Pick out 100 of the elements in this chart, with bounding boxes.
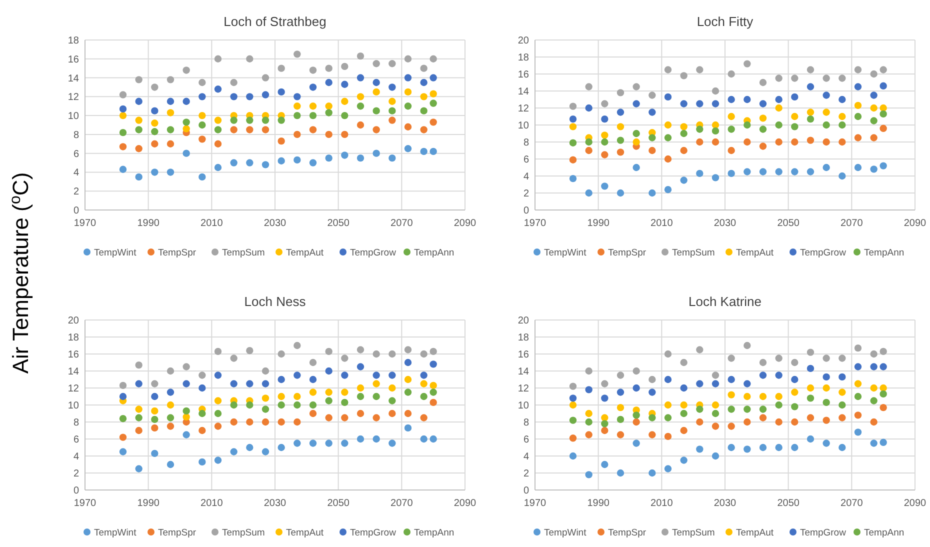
point	[880, 82, 887, 90]
point	[728, 112, 735, 120]
point	[569, 123, 577, 130]
x-tick-label: 2010	[200, 218, 224, 229]
point	[214, 55, 222, 62]
point	[278, 64, 285, 72]
point	[648, 414, 656, 422]
point	[854, 363, 862, 370]
point	[870, 350, 878, 358]
point	[616, 416, 624, 424]
point	[309, 440, 317, 447]
point	[870, 92, 878, 99]
legend-label: TempAut	[286, 247, 324, 258]
y-tick-label: 20	[518, 36, 530, 46]
point	[759, 114, 767, 122]
point	[372, 150, 380, 157]
point	[325, 397, 332, 404]
point	[230, 93, 238, 100]
point	[744, 121, 751, 129]
point	[404, 388, 412, 396]
point	[151, 120, 158, 127]
point	[341, 152, 348, 159]
point	[791, 123, 798, 130]
point	[712, 422, 720, 430]
x-tick-label: 1970	[74, 498, 97, 509]
y-tick-label: 4	[523, 172, 530, 182]
point	[601, 100, 608, 108]
point	[759, 392, 767, 400]
point	[151, 107, 158, 114]
point	[166, 98, 174, 105]
point	[712, 401, 720, 409]
x-tick-label: 1990	[587, 498, 610, 509]
legend-label: TempAnn	[414, 527, 454, 538]
point	[420, 107, 428, 114]
point	[632, 412, 640, 419]
point	[294, 93, 301, 100]
point	[616, 108, 624, 116]
point	[420, 126, 428, 134]
point	[278, 392, 285, 400]
point	[420, 350, 428, 358]
point	[325, 414, 332, 422]
point	[569, 139, 577, 146]
point	[294, 102, 301, 110]
point	[309, 358, 317, 366]
point	[854, 83, 862, 90]
point	[569, 394, 577, 402]
point	[806, 414, 814, 422]
x-tick-label: 1970	[524, 498, 547, 509]
x-tick-label: 2030	[264, 218, 287, 229]
point	[569, 382, 577, 390]
point	[712, 410, 720, 418]
point	[632, 130, 640, 138]
x-tick-label: 2050	[777, 218, 800, 229]
y-tick-label: 6	[523, 434, 530, 446]
point	[325, 78, 332, 86]
point	[135, 380, 142, 388]
legend-label: TempAnn	[414, 247, 454, 258]
x-tick-label: 1990	[137, 498, 160, 509]
point	[806, 136, 814, 144]
point	[246, 347, 254, 354]
point	[838, 354, 846, 362]
point	[404, 424, 412, 432]
point	[356, 363, 364, 370]
point	[388, 84, 396, 91]
point	[680, 410, 688, 418]
point	[775, 401, 782, 409]
point	[664, 121, 672, 129]
point	[294, 440, 301, 447]
point	[151, 380, 158, 388]
point	[262, 74, 270, 82]
point	[744, 96, 751, 104]
legend-label: TempSum	[672, 527, 715, 538]
point	[775, 354, 782, 362]
point	[262, 91, 270, 98]
point	[166, 422, 174, 430]
point	[278, 444, 285, 452]
point	[372, 372, 380, 379]
point	[182, 66, 190, 74]
point	[712, 372, 720, 379]
y-tick-label: 10	[518, 400, 530, 412]
point	[119, 128, 127, 136]
point	[648, 92, 656, 99]
y-tick-label: 6	[73, 434, 80, 446]
point	[309, 126, 317, 134]
point	[262, 116, 270, 124]
y-tick-label: 12	[518, 104, 530, 114]
point	[309, 84, 317, 91]
point	[806, 394, 814, 402]
y-tick-label: 10	[518, 120, 530, 132]
point	[214, 140, 222, 148]
point	[166, 109, 174, 116]
point	[151, 140, 158, 148]
point	[838, 444, 846, 452]
point	[278, 401, 285, 409]
point	[585, 83, 592, 90]
chart-title: Loch Katrine	[688, 294, 762, 309]
point	[356, 102, 364, 110]
point	[728, 422, 735, 430]
point	[404, 410, 412, 418]
y-tick-label: 20	[68, 316, 80, 326]
